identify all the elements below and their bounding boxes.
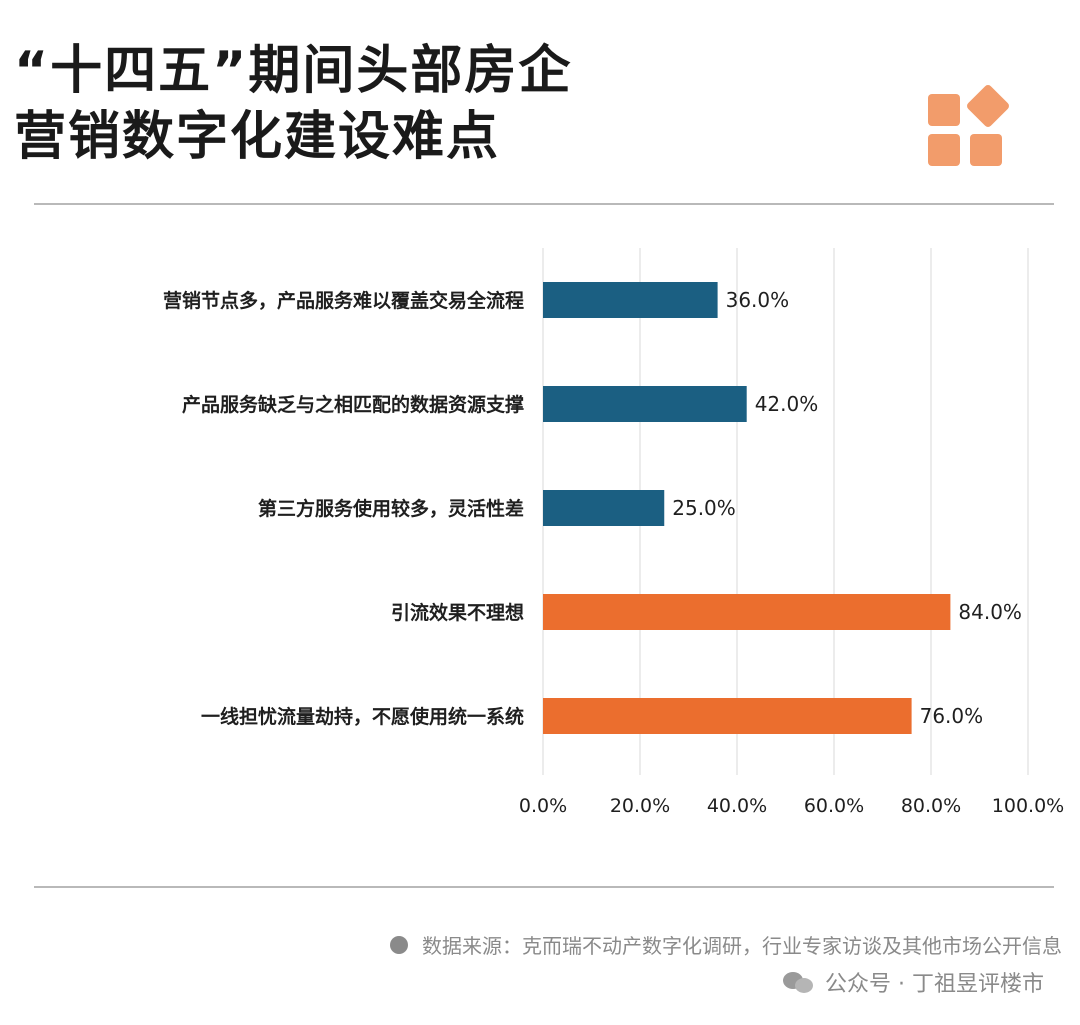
account-text: 公众号 · 丁祖昱评楼市 <box>825 972 1044 997</box>
title-line-1: “十四五”期间头部房企 <box>14 41 573 101</box>
bars <box>543 282 951 734</box>
bar <box>543 490 665 526</box>
x-tick-label: 60.0% <box>804 795 864 817</box>
source-text: 数据来源：克而瑞不动产数字化调研，行业专家访谈及其他市场公开信息 <box>422 934 1062 958</box>
wechat-icon <box>783 970 815 994</box>
category-label: 产品服务缺乏与之相匹配的数据资源支撑 <box>182 393 524 416</box>
data-label: 25.0% <box>672 496 736 520</box>
x-tick-label: 20.0% <box>610 795 670 817</box>
data-label: 84.0% <box>958 600 1022 624</box>
source-note: 数据来源：克而瑞不动产数字化调研，行业专家访谈及其他市场公开信息 <box>390 930 1062 959</box>
labels: 0.0% 20.0% 40.0% 60.0% 80.0% 100.0% 营销节点多，产品服务… <box>163 288 1064 817</box>
x-tick-label: 80.0% <box>901 795 961 817</box>
category-label: 营销节点多，产品服务难以覆盖交易全流程 <box>163 289 524 312</box>
grid-lines <box>542 248 1029 775</box>
chart-title: “十四五”期间头部房企 营销数字化建设难点 <box>14 38 572 170</box>
bar-chart: 0.0% 20.0% 40.0% 60.0% 80.0% 100.0% 营销节点多，产品服务… <box>163 248 1064 817</box>
bar <box>543 386 747 422</box>
top-divider <box>34 203 1054 205</box>
title-line-2: 营销数字化建设难点 <box>14 107 501 167</box>
x-tick-label: 0.0% <box>519 795 567 817</box>
category-label: 一线担忧流量劫持，不愿使用统一系统 <box>201 705 524 728</box>
data-label: 42.0% <box>755 392 819 416</box>
category-label: 引流效果不理想 <box>391 601 524 624</box>
bar <box>543 594 951 630</box>
four-squares-icon <box>928 83 1012 168</box>
data-label: 76.0% <box>920 704 984 728</box>
x-tick-label: 100.0% <box>992 795 1064 817</box>
bullet-dot <box>390 935 408 954</box>
category-label: 第三方服务使用较多，灵活性差 <box>258 497 524 520</box>
bottom-divider <box>34 886 1054 888</box>
bar <box>543 282 718 318</box>
bar <box>543 698 912 734</box>
data-label: 36.0% <box>726 288 790 312</box>
x-tick-label: 40.0% <box>707 795 767 817</box>
account-attribution: 公众号 · 丁祖昱评楼市 <box>783 966 1044 998</box>
